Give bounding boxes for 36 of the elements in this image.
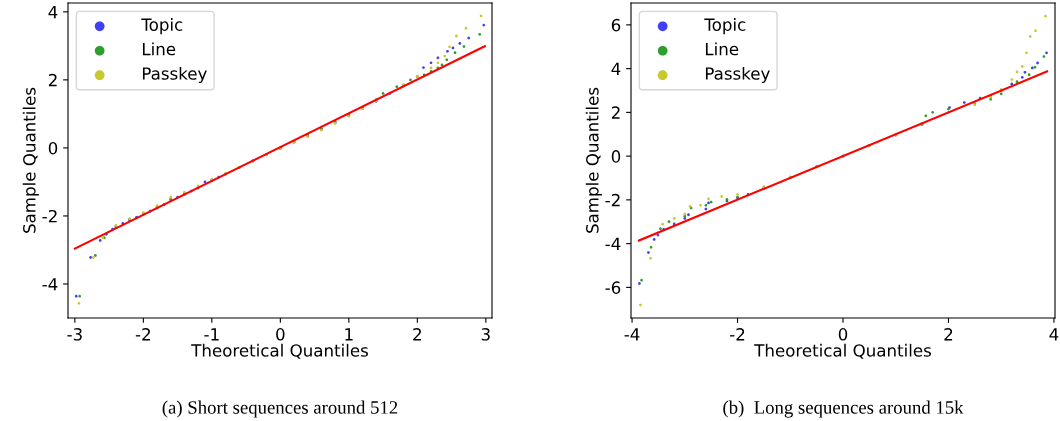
y-tick-label: 2 xyxy=(611,106,620,119)
x-tick-label: 3 xyxy=(481,328,490,341)
x-tick-label: -4 xyxy=(624,328,640,341)
y-tick-label: 2 xyxy=(48,73,57,87)
text: (b) Long sequences around 15k xyxy=(723,400,964,418)
x-tick-label: 2 xyxy=(944,328,953,341)
y-tick-label: 4 xyxy=(611,62,621,75)
y-tick-label: -6 xyxy=(605,281,621,294)
legend-label: Passkey xyxy=(705,66,770,84)
x-axis-title: Theoretical Quantiles xyxy=(754,343,931,359)
y-tick-label: 6 xyxy=(611,18,621,32)
x-tick-label: 0 xyxy=(276,328,285,341)
y-tick-label: 0 xyxy=(611,150,621,163)
legend-label: Line xyxy=(705,42,739,56)
legend-label: Passkey xyxy=(142,66,207,84)
legend-label: Topic xyxy=(704,18,746,35)
legend-label: Topic xyxy=(141,18,183,35)
x-tick-label: 1 xyxy=(345,328,353,341)
x-tick-label: -2 xyxy=(135,328,150,341)
x-tick-label: -3 xyxy=(67,328,82,341)
y-tick-label: 4 xyxy=(48,6,58,19)
legend-label: Line xyxy=(142,42,176,56)
y-tick-label: -4 xyxy=(42,278,58,291)
y-tick-label: 0 xyxy=(48,141,58,155)
x-axis-title: Theoretical Quantiles xyxy=(191,343,368,359)
x-tick-label: -2 xyxy=(730,328,745,341)
y-axis-title: Sample Quantiles xyxy=(585,87,602,233)
text: (a) Short sequences around 512 xyxy=(162,400,398,418)
y-tick-label: -4 xyxy=(605,237,621,250)
x-tick-label: -1 xyxy=(204,328,219,341)
x-tick-label: 4 xyxy=(1049,328,1059,341)
y-tick-label: -2 xyxy=(42,209,57,223)
y-axis-title: Sample Quantiles xyxy=(22,87,39,233)
x-tick-label: 0 xyxy=(838,328,848,341)
x-tick-label: 2 xyxy=(413,328,421,341)
y-tick-label: -2 xyxy=(605,193,620,207)
